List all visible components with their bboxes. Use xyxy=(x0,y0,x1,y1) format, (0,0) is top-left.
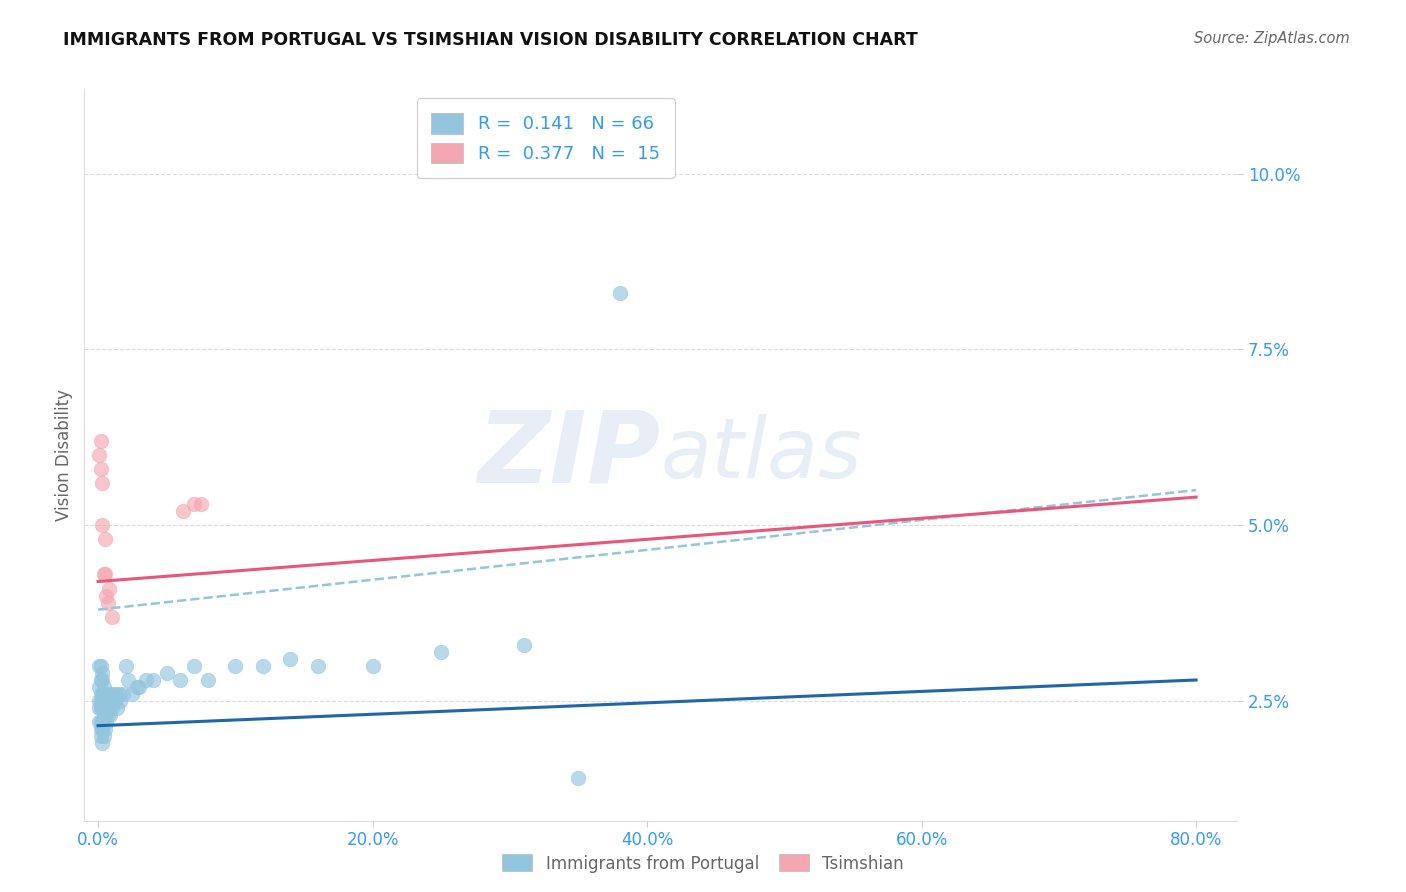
Point xyxy=(101,609,124,624)
Point xyxy=(100,708,122,723)
Point xyxy=(101,687,124,701)
Point xyxy=(104,687,127,701)
Point xyxy=(90,434,112,448)
Y-axis label: Vision Disability: Vision Disability xyxy=(55,389,73,521)
Point xyxy=(252,659,274,673)
Text: atlas: atlas xyxy=(661,415,862,495)
Point xyxy=(512,638,534,652)
Point xyxy=(94,567,117,582)
Point xyxy=(567,772,589,786)
Point xyxy=(91,665,114,680)
Point xyxy=(96,701,118,715)
Point xyxy=(278,652,301,666)
Point xyxy=(121,687,143,701)
Point xyxy=(93,680,115,694)
Point xyxy=(90,701,112,715)
Point xyxy=(114,659,136,673)
Point xyxy=(197,673,219,687)
Point xyxy=(190,497,212,511)
Point xyxy=(89,680,111,694)
Point xyxy=(103,694,124,708)
Point xyxy=(90,694,112,708)
Point xyxy=(125,680,148,694)
Point xyxy=(90,687,112,701)
Point xyxy=(91,694,114,708)
Point xyxy=(89,694,111,708)
Point xyxy=(89,715,111,730)
Point xyxy=(94,533,117,547)
Point xyxy=(93,567,115,582)
Point xyxy=(183,659,205,673)
Point xyxy=(128,680,150,694)
Point xyxy=(94,723,117,737)
Point xyxy=(90,729,112,743)
Point xyxy=(91,476,114,491)
Point xyxy=(91,518,114,533)
Point xyxy=(105,701,128,715)
Point xyxy=(94,708,117,723)
Point xyxy=(96,687,118,701)
Point xyxy=(91,673,114,687)
Point xyxy=(169,673,191,687)
Point xyxy=(98,582,121,596)
Point xyxy=(172,504,194,518)
Point xyxy=(91,715,114,730)
Point xyxy=(430,645,453,659)
Point xyxy=(91,723,114,737)
Point xyxy=(90,462,112,476)
Point xyxy=(89,659,111,673)
Point xyxy=(100,694,122,708)
Point xyxy=(91,736,114,750)
Point xyxy=(224,659,246,673)
Legend: R =  0.141   N = 66, R =  0.377   N =  15: R = 0.141 N = 66, R = 0.377 N = 15 xyxy=(416,98,675,178)
Point xyxy=(89,448,111,462)
Point xyxy=(91,701,114,715)
Point xyxy=(96,589,118,603)
Point xyxy=(90,715,112,730)
Point xyxy=(96,715,118,730)
Point xyxy=(90,723,112,737)
Point xyxy=(361,659,384,673)
Point xyxy=(97,694,120,708)
Point xyxy=(108,694,131,708)
Point xyxy=(98,687,121,701)
Text: ZIP: ZIP xyxy=(478,407,661,503)
Point xyxy=(307,659,329,673)
Point xyxy=(97,596,120,610)
Point xyxy=(91,687,114,701)
Point xyxy=(107,687,129,701)
Point xyxy=(117,673,139,687)
Point xyxy=(97,708,120,723)
Point xyxy=(183,497,205,511)
Point xyxy=(135,673,157,687)
Point xyxy=(98,701,121,715)
Point xyxy=(93,694,115,708)
Point xyxy=(156,665,179,680)
Legend: Immigrants from Portugal, Tsimshian: Immigrants from Portugal, Tsimshian xyxy=(495,847,911,880)
Point xyxy=(609,286,631,301)
Point xyxy=(93,708,115,723)
Point xyxy=(94,687,117,701)
Point xyxy=(142,673,165,687)
Point xyxy=(90,659,112,673)
Text: Source: ZipAtlas.com: Source: ZipAtlas.com xyxy=(1194,31,1350,46)
Text: IMMIGRANTS FROM PORTUGAL VS TSIMSHIAN VISION DISABILITY CORRELATION CHART: IMMIGRANTS FROM PORTUGAL VS TSIMSHIAN VI… xyxy=(63,31,918,49)
Point xyxy=(93,729,115,743)
Point xyxy=(90,673,112,687)
Point xyxy=(111,687,134,701)
Point xyxy=(89,701,111,715)
Point xyxy=(103,694,125,708)
Point xyxy=(101,701,124,715)
